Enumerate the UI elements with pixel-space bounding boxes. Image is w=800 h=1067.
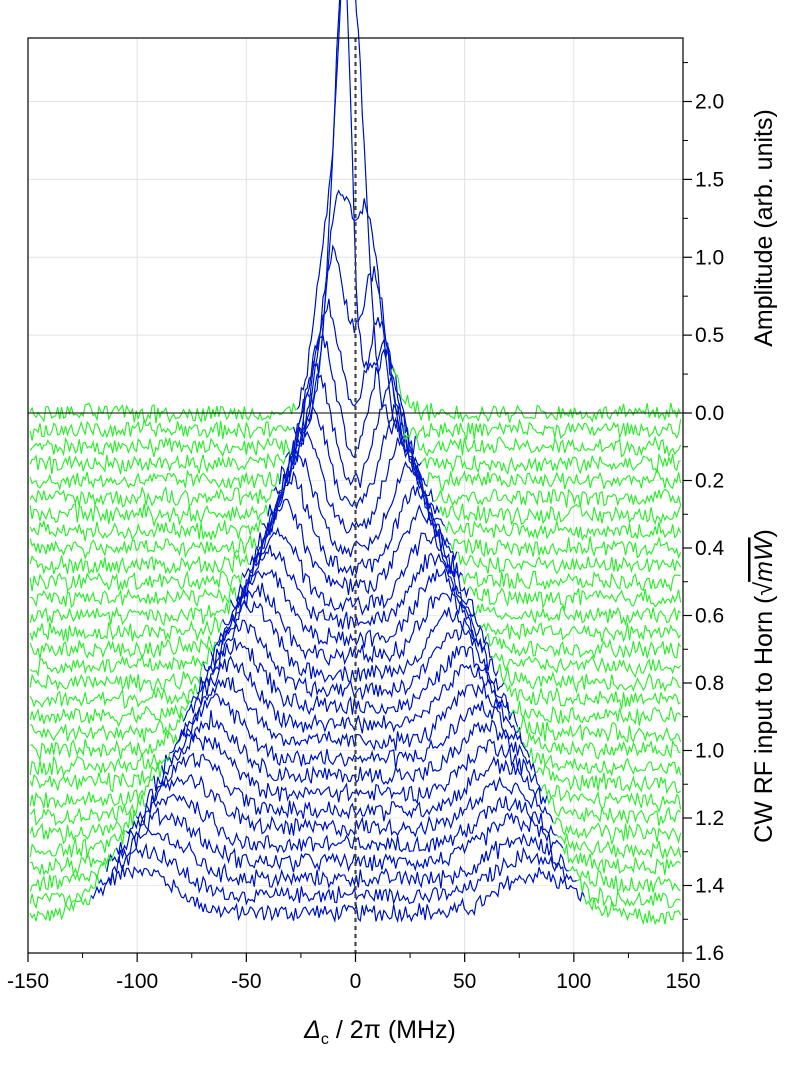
spectra-traces [29, 0, 682, 926]
trace-blue-28 [106, 828, 569, 889]
amplitude-tick-label: 0.0 [695, 402, 724, 425]
rf-axis-title-text: CW RF input to Horn ( [750, 595, 778, 843]
x-tick-label: 50 [453, 970, 476, 993]
x-axis-title-subscript: c [321, 1031, 329, 1048]
rf-tick-label: 0.2 [695, 470, 724, 493]
x-axis-title-symbol: Δ [303, 1016, 321, 1044]
trace-blue-1 [292, 0, 404, 435]
trace-blue-29 [98, 842, 577, 906]
amplitude-axis-title: Amplitude (arb. units) [750, 109, 778, 347]
x-tick-label: -100 [116, 970, 158, 993]
trace-blue-30 [90, 864, 585, 923]
trace-blue-26 [126, 793, 557, 854]
amplitude-tick-label: 2.0 [695, 91, 724, 114]
rf-tick-label: 1.4 [695, 875, 725, 898]
trace-blue-17 [196, 619, 505, 701]
x-axis-title-rest: / 2π (MHz) [329, 1016, 456, 1044]
rf-tick-label: 0.4 [695, 537, 725, 560]
trace-blue-19 [182, 655, 519, 734]
trace-blue-15 [210, 582, 493, 667]
amplitude-tick-label: 0.5 [695, 324, 724, 347]
reference-line [28, 38, 683, 953]
amplitude-tick-label: 1.5 [695, 168, 724, 191]
rf-tick-label: 0.8 [695, 672, 724, 695]
x-tick-label: 100 [556, 970, 591, 993]
trace-blue-23 [153, 732, 542, 805]
trace-blue-9 [249, 447, 458, 565]
trace-blue-16 [202, 598, 499, 683]
rf-axis-title-math: mW [750, 535, 778, 582]
rf-tick-label: 1.6 [695, 942, 724, 965]
trace-blue-18 [190, 638, 511, 716]
rf-tick-label: 0.6 [695, 605, 724, 628]
trace-blue-5 [273, 333, 434, 502]
trace-blue-22 [161, 710, 536, 785]
trace-blue-3 [285, 244, 422, 467]
x-tick-label: -150 [7, 970, 49, 993]
trace-blue-21 [169, 693, 530, 770]
x-tick-label: -50 [231, 970, 261, 993]
x-tick-label: 0 [350, 970, 362, 993]
trace-blue-20 [177, 677, 524, 751]
rf-axis-title-close: ) [750, 529, 778, 537]
x-axis-title: Δc / 2π (MHz) [303, 1016, 456, 1048]
trace-blue-12 [230, 526, 475, 617]
rf-axis-title: CW RF input to Horn (√mW) [750, 529, 778, 843]
trace-blue-14 [216, 568, 487, 648]
rf-axis-title-sqrt: √ [750, 582, 778, 596]
axes: -150 -100 -50 0 50 100 150 0.0 0.5 1.0 1.5 2.0 0.2 0.… [7, 62, 725, 993]
trace-blue-11 [235, 498, 469, 602]
trace-blue-25 [135, 773, 554, 838]
trace-blue-24 [145, 752, 548, 822]
trace-blue-6 [267, 361, 440, 517]
rf-tick-label: 1.2 [695, 807, 724, 830]
trace-blue-13 [222, 544, 481, 630]
trace-blue-2 [290, 189, 416, 455]
trace-blue-4 [279, 298, 428, 487]
trace-green-1 [29, 0, 682, 442]
trace-blue-0 [296, 0, 393, 410]
x-tick-label: 150 [665, 970, 700, 993]
amplitude-tick-label: 1.0 [695, 246, 724, 269]
trace-blue-27 [116, 807, 564, 873]
rf-tick-label: 1.0 [695, 740, 724, 763]
